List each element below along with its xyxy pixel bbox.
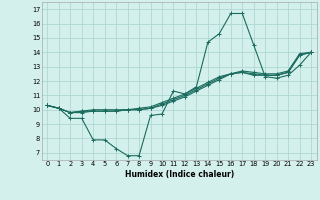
X-axis label: Humidex (Indice chaleur): Humidex (Indice chaleur): [124, 170, 234, 179]
